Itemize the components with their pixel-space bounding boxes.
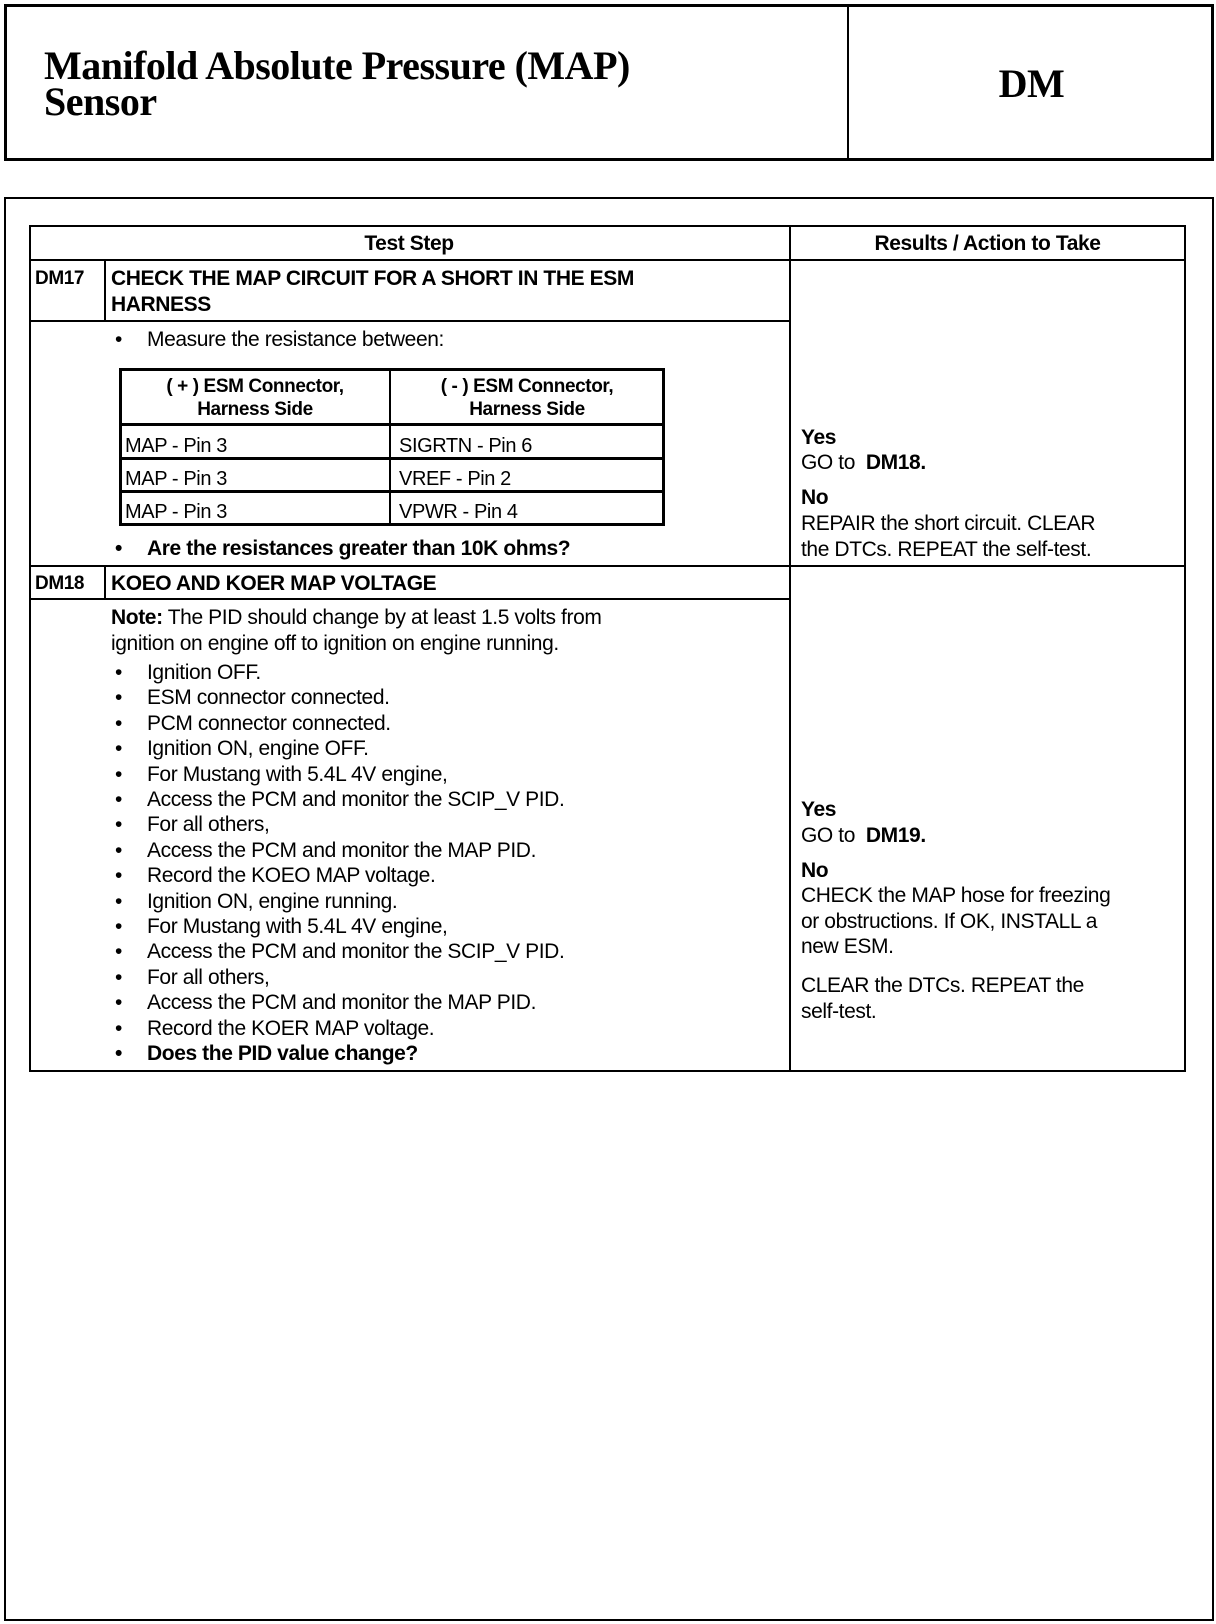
dm17-intro: Measure the resistance between: bbox=[147, 328, 444, 351]
dm17-yes-action: GO to DM18. bbox=[801, 450, 926, 475]
dm18-yes-label: Yes bbox=[801, 798, 837, 821]
dm18-step-item: For all others, bbox=[147, 965, 270, 989]
dm18-note-line2: ignition on engine off to ignition on en… bbox=[111, 632, 559, 655]
col-test-step-header: Test Step bbox=[364, 232, 454, 255]
bullet-icon: • bbox=[115, 788, 123, 811]
resistance-table bbox=[119, 368, 665, 526]
dm17-no-action-2: the DTCs. REPEAT the self-test. bbox=[801, 538, 1092, 561]
dm18-title: KOEO AND KOER MAP VOLTAGE bbox=[111, 572, 437, 595]
dm18-question: Does the PID value change? bbox=[147, 1042, 418, 1065]
dm18-step-item: Access the PCM and monitor the SCIP_V PI… bbox=[147, 788, 565, 811]
go-to-link-dm18[interactable]: DM18. bbox=[865, 451, 926, 474]
table-cell-plus: MAP - Pin 3 bbox=[125, 501, 227, 523]
dm17-yes-label: Yes bbox=[801, 426, 837, 449]
col-minus-header-2: Harness Side bbox=[469, 399, 585, 420]
header-divider bbox=[847, 4, 849, 161]
dm18-step-item: Record the KOER MAP voltage. bbox=[147, 1016, 435, 1040]
dm18-no-action-1: CHECK the MAP hose for freezing bbox=[801, 884, 1111, 907]
go-to-link-dm19[interactable]: DM19. bbox=[865, 824, 926, 847]
bullet-icon: • bbox=[115, 686, 123, 710]
dm18-step-item: For Mustang with 5.4L 4V engine, bbox=[147, 915, 448, 938]
col-minus-header-1: ( - ) ESM Connector, bbox=[440, 376, 614, 397]
note-text: The PID should change by at least 1.5 vo… bbox=[167, 606, 602, 629]
dm18-row-divider bbox=[29, 565, 1186, 567]
dm18-step-item: Record the KOEO MAP voltage. bbox=[147, 864, 436, 888]
bullet-icon: • bbox=[115, 537, 123, 560]
dm17-title-divider bbox=[29, 320, 790, 322]
dm18-step-item: PCM connector connected. bbox=[147, 711, 391, 735]
table-cell-minus: VREF - Pin 2 bbox=[399, 468, 511, 490]
bullet-icon: • bbox=[115, 813, 123, 837]
bullet-icon: • bbox=[115, 1042, 123, 1065]
step-id-divider bbox=[104, 565, 106, 598]
bullet-icon: • bbox=[115, 1016, 123, 1040]
dm18-step-item: Access the PCM and monitor the SCIP_V PI… bbox=[147, 940, 565, 964]
dm18-step-item: Access the PCM and monitor the MAP PID. bbox=[147, 838, 537, 862]
table-cell-plus: MAP - Pin 3 bbox=[125, 468, 227, 490]
bullet-icon: • bbox=[115, 328, 123, 351]
col-plus-header-1: ( + ) ESM Connector, bbox=[166, 376, 344, 397]
bullet-icon: • bbox=[115, 864, 123, 888]
bullet-icon: • bbox=[115, 915, 123, 938]
table-cell-minus: VPWR - Pin 4 bbox=[399, 501, 518, 523]
dm18-step-item: Ignition ON, engine running. bbox=[147, 889, 398, 913]
step-id-divider bbox=[104, 259, 106, 320]
table-cell-minus: SIGRTN - Pin 6 bbox=[399, 435, 532, 457]
dm18-no-label: No bbox=[801, 859, 829, 882]
header-box bbox=[4, 4, 1214, 161]
note-label: Note: bbox=[111, 606, 163, 629]
dm18-note-line1: Note: The PID should change by at least … bbox=[111, 605, 602, 630]
test-step-table bbox=[29, 225, 1186, 1072]
dm17-no-action-1: REPAIR the short circuit. CLEAR bbox=[801, 512, 1096, 535]
dm17-no-label: No bbox=[801, 486, 829, 509]
dm18-step-item: Ignition OFF. bbox=[147, 661, 261, 684]
section-code: DM bbox=[998, 61, 1065, 106]
col-results-header: Results / Action to Take bbox=[874, 232, 1101, 255]
bullet-icon: • bbox=[115, 991, 123, 1015]
bullet-icon: • bbox=[115, 711, 123, 735]
resistance-row-divider bbox=[119, 490, 665, 493]
dm18-step-item: For Mustang with 5.4L 4V engine, bbox=[147, 762, 448, 786]
dm18-no-action-2: or obstructions. If OK, INSTALL a bbox=[801, 910, 1098, 933]
dm18-step-item: ESM connector connected. bbox=[147, 686, 390, 710]
page-title-line1: Manifold Absolute Pressure (MAP) bbox=[44, 43, 630, 88]
col-plus-header-2: Harness Side bbox=[197, 399, 313, 420]
dm18-title-divider bbox=[29, 598, 790, 600]
bullet-icon: • bbox=[115, 838, 123, 862]
bullet-icon: • bbox=[115, 762, 123, 786]
go-to-text: GO to bbox=[801, 824, 856, 847]
page-title-line2: Sensor bbox=[44, 79, 157, 124]
go-to-text: GO to bbox=[801, 451, 856, 474]
bullet-icon: • bbox=[115, 889, 123, 913]
dm17-title-line1: CHECK THE MAP CIRCUIT FOR A SHORT IN THE… bbox=[111, 267, 634, 290]
dm18-no-action-3: new ESM. bbox=[801, 935, 894, 958]
header-row-divider bbox=[29, 259, 1186, 261]
dm18-yes-action: GO to DM19. bbox=[801, 823, 926, 848]
body-frame bbox=[4, 197, 1214, 1621]
dm18-step-item: Ignition ON, engine OFF. bbox=[147, 737, 369, 761]
results-column-divider bbox=[789, 225, 791, 1072]
bullet-icon: • bbox=[115, 940, 123, 964]
dm18-extra-2: self-test. bbox=[801, 1000, 877, 1023]
resistance-header-divider bbox=[119, 423, 665, 426]
dm18-step-item: Access the PCM and monitor the MAP PID. bbox=[147, 991, 537, 1015]
dm18-step-item: For all others, bbox=[147, 813, 270, 837]
step-id-dm17: DM17 bbox=[35, 268, 85, 289]
table-cell-plus: MAP - Pin 3 bbox=[125, 435, 227, 457]
bullet-icon: • bbox=[115, 661, 123, 684]
bullet-icon: • bbox=[115, 965, 123, 989]
dm18-extra-1: CLEAR the DTCs. REPEAT the bbox=[801, 974, 1084, 997]
resistance-row-divider bbox=[119, 457, 665, 460]
step-id-dm18: DM18 bbox=[35, 573, 85, 594]
bullet-icon: • bbox=[115, 737, 123, 761]
resistance-table-divider bbox=[389, 368, 391, 526]
dm17-title-line2: HARNESS bbox=[111, 293, 211, 316]
dm17-question: Are the resistances greater than 10K ohm… bbox=[147, 537, 571, 560]
